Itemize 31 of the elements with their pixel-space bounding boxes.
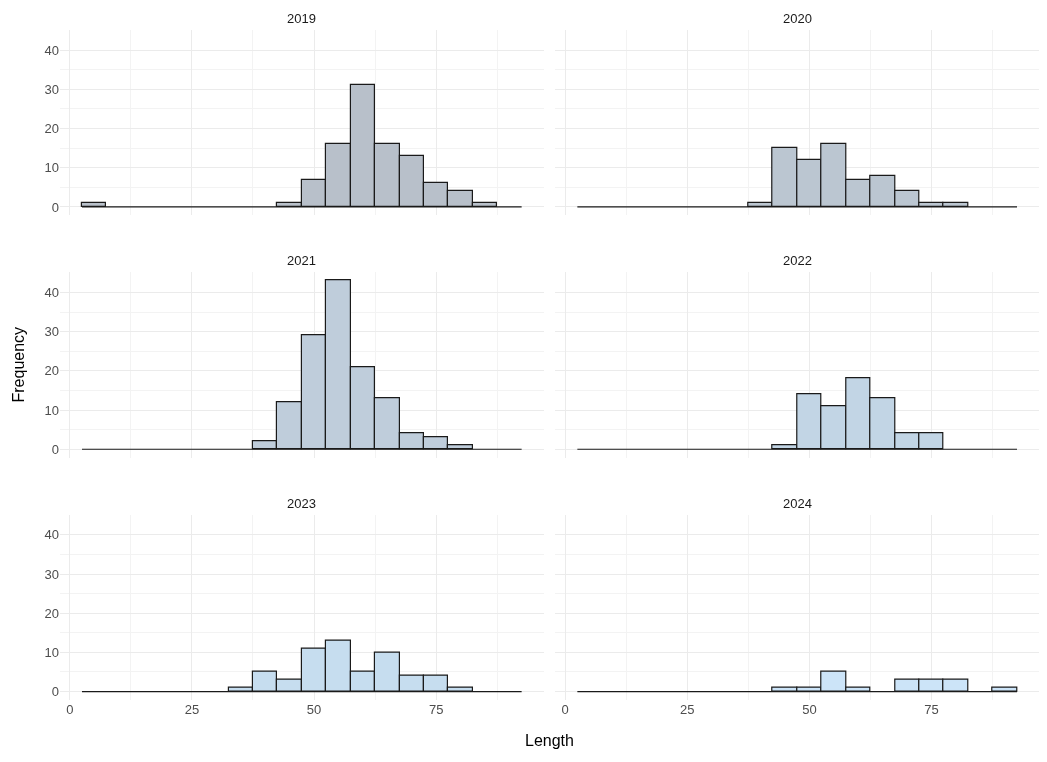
chart-title: 2022 — [783, 253, 812, 268]
x-tick-label: 75 — [428, 702, 444, 717]
chart-title: 2023 — [287, 496, 316, 511]
y-tick-label: 20 — [44, 363, 59, 379]
y-tick-label: 0 — [51, 684, 59, 700]
y-tick-label: 40 — [44, 527, 59, 543]
y-tick-label: 40 — [44, 285, 59, 301]
y-tick-label: 10 — [44, 644, 59, 660]
y-tick-label: 30 — [44, 81, 59, 97]
y-axis-title: Frequency — [9, 326, 27, 403]
x-tick-label: 25 — [680, 702, 695, 717]
y-tick-label: 20 — [44, 121, 59, 137]
x-tick-label: 25 — [184, 702, 200, 717]
chart-title: 2019 — [287, 11, 316, 26]
y-tick-label: 10 — [44, 402, 59, 418]
y-tick-label: 30 — [44, 324, 59, 340]
chart-title: 2021 — [287, 253, 316, 268]
x-axis-title: Length — [525, 732, 574, 749]
x-tick-label: 0 — [66, 702, 74, 717]
x-tick-label: 50 — [802, 702, 817, 717]
chart-title: 2024 — [783, 496, 812, 511]
x-tick-label: 0 — [561, 702, 569, 717]
y-tick-label: 30 — [44, 566, 59, 582]
y-tick-label: 20 — [44, 605, 59, 621]
y-tick-label: 10 — [44, 160, 59, 176]
x-tick-label: 50 — [306, 702, 322, 717]
y-tick-label: 0 — [51, 199, 59, 215]
y-tick-label: 0 — [51, 441, 59, 457]
chart-title: 2020 — [783, 11, 812, 26]
y-tick-label: 40 — [44, 42, 59, 58]
x-tick-label: 75 — [924, 702, 939, 717]
